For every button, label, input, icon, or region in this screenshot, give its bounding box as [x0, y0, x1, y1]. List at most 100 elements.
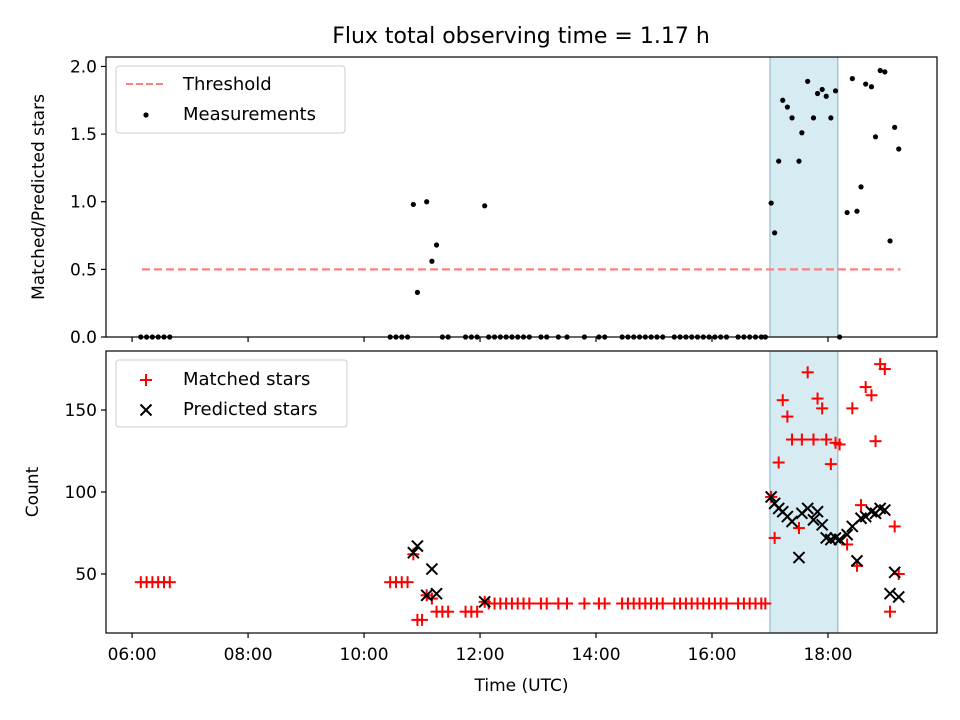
- bottom-y-axis-label: Count: [23, 466, 43, 517]
- matched-star-point: [442, 605, 455, 618]
- matched-star-point: [792, 522, 805, 535]
- bottom-highlight-span: [769, 350, 839, 634]
- measurement-point: [872, 134, 879, 140]
- predicted-star-point: [833, 533, 846, 546]
- measurement-point: [882, 69, 888, 75]
- matched-star-point: [795, 433, 808, 446]
- matched-star-point: [471, 605, 484, 618]
- predicted-star-point: [840, 528, 854, 541]
- matched-star-point: [846, 402, 859, 415]
- matched-star-point: [656, 597, 669, 610]
- predicted-star-point: [878, 503, 892, 517]
- measurement-point: [828, 115, 834, 121]
- predicted-star-point: [407, 546, 420, 559]
- x-stroke-b: [878, 503, 892, 517]
- top-y-ticks: 0.0 0.5 1.0 1.5 2.0: [70, 57, 106, 348]
- y-tick-label: 100: [65, 483, 97, 503]
- measurement-point: [810, 115, 817, 121]
- y-tick-label: 0.5: [70, 260, 97, 280]
- measurement-point: [819, 86, 825, 93]
- y-tick-label: 1.0: [70, 193, 97, 213]
- measurement-point: [844, 209, 850, 216]
- measurement-point: [433, 242, 440, 248]
- bottom-legend-box: [115, 359, 348, 428]
- top-y-axis-label: Matched/Predicted stars: [29, 94, 49, 300]
- measurement-point: [896, 146, 902, 152]
- matched-star-points: [134, 358, 905, 626]
- measurement-point: [799, 130, 805, 136]
- measurement-point: [410, 201, 416, 208]
- matched-star-point: [878, 363, 891, 376]
- x-tick-label: 18:00: [803, 645, 852, 665]
- matched-star-point: [759, 597, 772, 610]
- measurement-point: [424, 199, 430, 205]
- y-tick-label: 150: [65, 401, 97, 421]
- predicted-star-point: [850, 554, 864, 568]
- matched-star-point: [401, 576, 414, 589]
- measurement-point: [780, 97, 786, 103]
- predicted-star-point: [785, 515, 799, 528]
- top-highlight-span: [769, 56, 839, 338]
- measurement-point: [877, 67, 883, 74]
- predicted-star-point: [811, 505, 824, 518]
- x-stroke-b: [829, 531, 842, 545]
- measurement-point: [768, 200, 774, 206]
- x-stroke-b: [850, 554, 864, 568]
- measurement-point: [784, 104, 790, 110]
- predicted-star-point: [829, 531, 842, 545]
- legend-x-marker: [139, 403, 153, 417]
- matched-star-point: [578, 597, 591, 610]
- matched-star-point: [776, 394, 789, 407]
- x-stroke-b: [865, 505, 878, 518]
- x-stroke-b: [873, 502, 887, 515]
- x-stroke-b: [840, 528, 854, 541]
- legend-plus-marker: [140, 374, 152, 386]
- predicted-star-point: [865, 505, 878, 518]
- measurement-point: [789, 115, 795, 121]
- bottom-legend: Matched stars Predicted stars: [115, 359, 348, 428]
- x-stroke-b: [792, 551, 806, 564]
- measurement-point: [796, 158, 802, 164]
- predicted-star-point: [764, 490, 778, 504]
- y-tick-label: 2.0: [70, 57, 97, 77]
- x-stroke-b: [888, 566, 901, 579]
- x-stroke-b: [833, 533, 846, 546]
- x-stroke-b: [478, 595, 491, 609]
- x-tick-label: 14:00: [572, 645, 621, 665]
- y-tick-label: 0.0: [70, 328, 97, 348]
- matched-star-point: [163, 576, 176, 589]
- measurement-point: [863, 81, 869, 87]
- matched-star-point: [811, 392, 824, 405]
- matched-star-point: [598, 597, 611, 610]
- top-legend-box: [115, 65, 346, 134]
- top-legend: Threshold Measurements: [115, 65, 346, 134]
- x-stroke-b: [411, 539, 424, 553]
- matched-star-point: [865, 389, 878, 402]
- matched-star-point: [869, 435, 882, 448]
- measurement-point: [849, 76, 855, 82]
- measurement-point: [854, 208, 860, 214]
- predicted-star-point: [411, 539, 424, 553]
- predicted-star-points: [407, 490, 905, 609]
- matched-star-point: [892, 567, 905, 580]
- x-stroke-b: [807, 513, 820, 527]
- measurement-point: [482, 203, 488, 209]
- predicted-star-point: [420, 589, 433, 602]
- y-tick-label: 50: [75, 565, 97, 585]
- matched-star-point: [824, 458, 837, 471]
- matched-star-point: [561, 597, 574, 610]
- bottom-x-ticks: 06:00 08:00 10:00 12:00 14:00 16:00 18:00: [108, 633, 852, 665]
- matched-star-point: [855, 499, 868, 512]
- measurement-point: [823, 93, 829, 99]
- x-stroke-b: [764, 490, 778, 504]
- measurement-point: [429, 258, 435, 264]
- predicted-star-point: [792, 551, 806, 564]
- x-stroke-b: [883, 587, 897, 600]
- predicted-star-point: [883, 587, 897, 600]
- matched-star-point: [859, 381, 872, 394]
- measurement-point: [868, 84, 875, 90]
- measurement-point: [892, 124, 898, 130]
- matched-star-point: [801, 366, 814, 379]
- measurement-point: [887, 238, 893, 244]
